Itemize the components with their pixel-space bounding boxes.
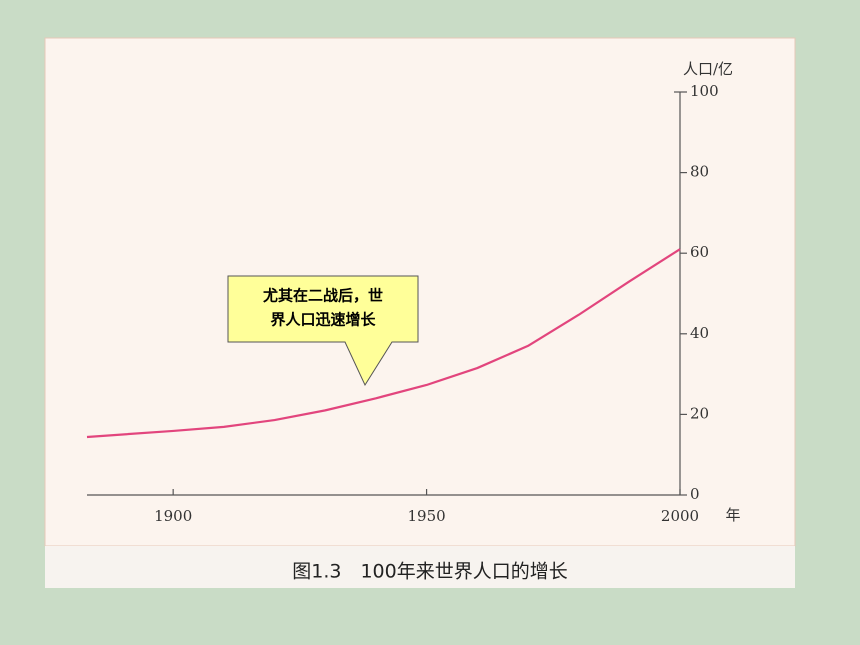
caption-strip <box>45 546 795 588</box>
y-tick-label: 80 <box>690 163 709 181</box>
callout <box>227 275 419 387</box>
x-tick-label: 1900 <box>154 507 192 525</box>
y-tick-label: 0 <box>690 485 700 503</box>
y-axis-label: 人口/亿 <box>683 60 733 78</box>
y-tick-label: 40 <box>690 324 709 342</box>
annotation-line: 尤其在二战后，世 <box>263 287 383 305</box>
annotation-line: 界人口迅速增长 <box>270 311 376 329</box>
y-tick-label: 20 <box>690 404 709 422</box>
data-line <box>86 248 681 439</box>
annotation: 尤其在二战后，世 界人口迅速增长 <box>227 275 419 387</box>
caption: 图1.3 100年来世界人口的增长 <box>292 561 567 583</box>
x-tick-label: 2000 <box>661 507 699 525</box>
x-axis-label: 年 <box>725 506 740 524</box>
x-tick-label: 1950 <box>407 507 445 525</box>
chart-panel <box>44 37 796 547</box>
y-tick-label: 100 <box>690 82 719 100</box>
y-tick-label: 60 <box>690 243 709 261</box>
